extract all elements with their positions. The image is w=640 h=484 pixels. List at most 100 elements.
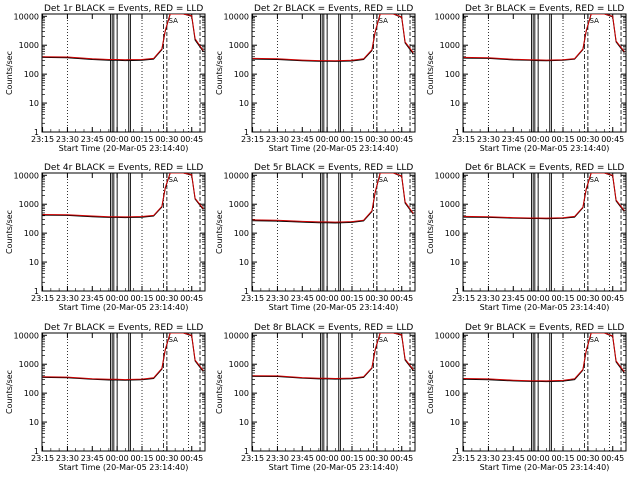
y-tick-label: 100 — [445, 389, 460, 398]
y-tick-label: 10000 — [435, 331, 460, 340]
series-line-lld — [42, 333, 204, 381]
time-markers — [67, 173, 201, 291]
y-tick-label: 1 — [34, 287, 39, 296]
x-tick-label: 00:15 — [551, 294, 574, 303]
x-tick-label: 23:30 — [56, 454, 79, 463]
series-group — [252, 173, 414, 224]
x-tick-label: 23:45 — [291, 135, 314, 144]
x-axis-label: Start Time (20-Mar-05 23:14:40) — [480, 303, 610, 312]
y-axis-label: Counts/sec — [426, 370, 435, 414]
series-line-events — [463, 333, 625, 383]
panel-title: Det 4r BLACK = Events, RED = LLD — [44, 163, 203, 173]
series-line-events — [42, 333, 204, 381]
y-tick-label: 10 — [29, 99, 39, 108]
x-tick-label: 00:30 — [576, 135, 599, 144]
panel-det-5: Det 5r BLACK = Events, RED = LLD 1 10 100 10… — [215, 163, 416, 312]
x-tick-label: 00:45 — [601, 135, 624, 144]
series-group — [42, 173, 204, 219]
y-tick-label: 1000 — [440, 360, 460, 369]
y-axis-label: Counts/sec — [215, 370, 224, 414]
series-group — [463, 173, 625, 220]
panel-title: Det 3r BLACK = Events, RED = LLD — [465, 4, 624, 14]
x-tick-label: 00:00 — [527, 135, 550, 144]
x-tick-label: 23:45 — [502, 454, 525, 463]
series-line-lld — [463, 14, 625, 61]
x-tick-label: 23:15 — [452, 454, 475, 463]
time-markers — [488, 14, 622, 132]
plot-frame — [41, 172, 206, 292]
series-line-events — [463, 173, 625, 220]
series-line-events — [252, 333, 414, 380]
x-tick-label: 23:15 — [31, 454, 54, 463]
y-tick-label: 10000 — [14, 12, 39, 21]
y-tick-label: 1 — [34, 447, 39, 456]
y-tick-label: 10000 — [224, 12, 249, 21]
time-markers — [67, 14, 201, 132]
x-tick-label: 00:30 — [576, 454, 599, 463]
x-tick-label: 23:45 — [81, 294, 104, 303]
x-tick-label: 00:15 — [130, 294, 153, 303]
x-tick-label: 23:15 — [241, 135, 264, 144]
y-tick-label: 1000 — [229, 200, 249, 209]
y-tick-label: 100 — [24, 229, 39, 238]
saa-label: SA — [590, 176, 600, 184]
x-tick-label: 23:30 — [56, 135, 79, 144]
saa-label: SA — [169, 176, 179, 184]
x-tick-label: 00:30 — [576, 294, 599, 303]
x-tick-label: 00:30 — [155, 135, 178, 144]
x-tick-label: 23:45 — [502, 135, 525, 144]
y-tick-label: 100 — [234, 70, 249, 79]
panel-title: Det 1r BLACK = Events, RED = LLD — [44, 4, 203, 14]
y-tick-label: 1 — [244, 128, 249, 137]
saa-label: SA — [590, 17, 600, 25]
x-tick-label: 23:30 — [477, 454, 500, 463]
x-tick-label: 00:15 — [340, 454, 363, 463]
y-tick-label: 1000 — [440, 200, 460, 209]
x-tick-label: 23:15 — [241, 454, 264, 463]
saa-label: SA — [379, 17, 389, 25]
x-tick-label: 23:30 — [477, 135, 500, 144]
x-tick-label: 23:15 — [31, 294, 54, 303]
y-tick-label: 100 — [445, 70, 460, 79]
x-tick-label: 23:45 — [291, 294, 314, 303]
panel-title: Det 2r BLACK = Events, RED = LLD — [254, 4, 413, 14]
series-line-lld — [463, 173, 625, 219]
x-tick-label: 00:45 — [601, 294, 624, 303]
y-tick-label: 1 — [455, 128, 460, 137]
x-tick-label: 00:15 — [551, 135, 574, 144]
plot-frame — [462, 332, 627, 452]
panel-title: Det 6r BLACK = Events, RED = LLD — [465, 163, 624, 173]
plot-frame — [41, 13, 206, 133]
x-tick-label: 00:45 — [180, 294, 203, 303]
series-line-events — [463, 14, 625, 62]
panel-det-6: Det 6r BLACK = Events, RED = LLD 1 10 100 10… — [426, 163, 627, 312]
y-axis-label: Counts/sec — [5, 370, 14, 414]
series-line-lld — [42, 14, 204, 61]
plot-frame — [41, 332, 206, 452]
x-tick-label: 23:15 — [241, 294, 264, 303]
x-tick-label: 00:00 — [527, 454, 550, 463]
series-line-events — [252, 14, 414, 62]
y-tick-label: 10 — [239, 99, 249, 108]
y-axis-label: Counts/sec — [426, 51, 435, 95]
y-tick-label: 1000 — [19, 200, 39, 209]
y-tick-label: 100 — [24, 70, 39, 79]
y-tick-label: 100 — [445, 229, 460, 238]
panel-title: Det 5r BLACK = Events, RED = LLD — [254, 163, 413, 173]
x-tick-label: 00:00 — [527, 294, 550, 303]
x-tick-label: 00:30 — [155, 454, 178, 463]
time-markers — [488, 333, 622, 451]
panel-title: Det 8r BLACK = Events, RED = LLD — [254, 323, 413, 333]
x-tick-label: 23:30 — [266, 454, 289, 463]
panel-det-3: Det 3r BLACK = Events, RED = LLD 1 10 100 10… — [426, 4, 627, 153]
series-line-events — [42, 14, 204, 62]
x-tick-label: 00:45 — [180, 135, 203, 144]
x-tick-label: 23:45 — [502, 294, 525, 303]
y-tick-label: 10 — [29, 258, 39, 267]
saa-label: SA — [379, 176, 389, 184]
panel-det-8: Det 8r BLACK = Events, RED = LLD 1 10 100 10… — [215, 323, 416, 472]
x-axis-label: Start Time (20-Mar-05 23:14:40) — [269, 303, 399, 312]
y-tick-label: 10 — [450, 418, 460, 427]
y-tick-label: 10000 — [224, 171, 249, 180]
